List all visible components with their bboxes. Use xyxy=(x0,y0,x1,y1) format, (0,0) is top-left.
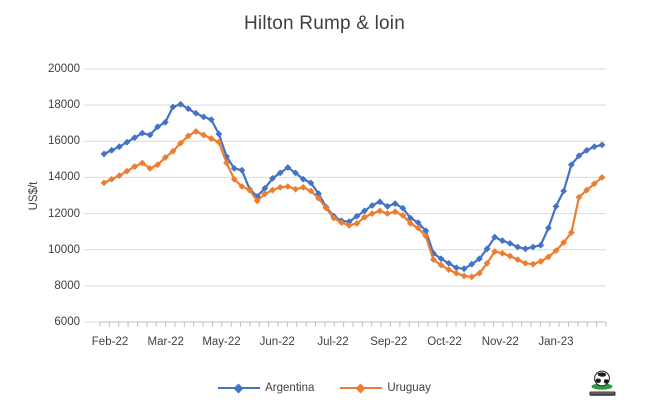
logo-wordmark xyxy=(589,391,616,396)
x-axis-tick-label: Jan-23 xyxy=(538,336,574,348)
x-axis-tick-label: Nov-22 xyxy=(481,336,519,348)
legend-label-argentina: Argentina xyxy=(265,382,315,394)
globe-logo-icon xyxy=(589,370,616,396)
legend: Argentina Uruguay xyxy=(0,382,649,394)
y-axis-tick-label: 10000 xyxy=(48,243,80,256)
x-axis-tick-label: Sep-22 xyxy=(370,336,408,348)
y-axis-tick-label: 6000 xyxy=(54,316,80,328)
uruguay-line-diamond-icon xyxy=(340,383,383,394)
argentina-line-diamond-icon xyxy=(218,383,261,394)
y-axis-tick-label: 14000 xyxy=(48,171,80,184)
x-axis-tick-label: Jun-22 xyxy=(259,336,295,348)
x-axis-tick-label: Jul-22 xyxy=(317,336,349,348)
x-axis-tick-label: Feb-22 xyxy=(91,336,129,348)
legend-label-uruguay: Uruguay xyxy=(387,382,431,394)
y-axis-tick-label: 12000 xyxy=(48,207,80,220)
x-axis-tick-label: Mar-22 xyxy=(147,336,184,348)
x-axis-tick-label: May-22 xyxy=(202,336,241,348)
legend-item-uruguay: Uruguay xyxy=(340,382,431,394)
x-axis-tick-label: Oct-22 xyxy=(427,336,462,348)
y-axis-tick-label: 18000 xyxy=(48,99,80,112)
chart-title: Hilton Rump & loin xyxy=(244,13,405,34)
legend-item-argentina: Argentina xyxy=(218,382,314,394)
y-axis-tick-label: 16000 xyxy=(48,135,80,148)
y-axis-tick-label: 20000 xyxy=(48,63,80,75)
y-axis-tick-label: 8000 xyxy=(54,279,80,292)
